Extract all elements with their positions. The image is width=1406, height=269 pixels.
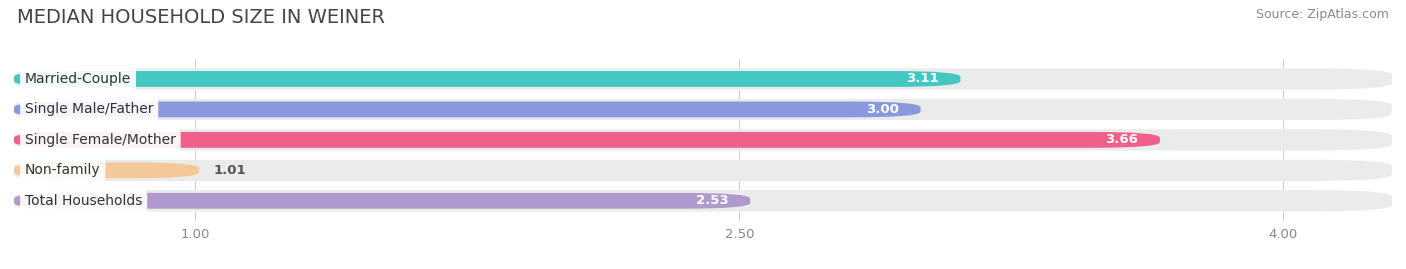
FancyBboxPatch shape — [14, 132, 1160, 148]
Text: Total Households: Total Households — [25, 194, 142, 208]
Text: Single Male/Father: Single Male/Father — [25, 102, 153, 116]
Text: Married-Couple: Married-Couple — [25, 72, 131, 86]
Text: 1.01: 1.01 — [214, 164, 246, 177]
FancyBboxPatch shape — [14, 71, 960, 87]
Text: 3.66: 3.66 — [1105, 133, 1137, 146]
Text: Single Female/Mother: Single Female/Mother — [25, 133, 176, 147]
FancyBboxPatch shape — [14, 68, 1392, 90]
Text: 2.53: 2.53 — [696, 194, 728, 207]
FancyBboxPatch shape — [14, 162, 200, 178]
Text: 3.11: 3.11 — [905, 72, 939, 86]
FancyBboxPatch shape — [14, 99, 1392, 120]
FancyBboxPatch shape — [14, 190, 1392, 211]
Text: 3.00: 3.00 — [866, 103, 898, 116]
FancyBboxPatch shape — [14, 193, 751, 209]
FancyBboxPatch shape — [14, 129, 1392, 151]
Text: Source: ZipAtlas.com: Source: ZipAtlas.com — [1256, 8, 1389, 21]
Text: MEDIAN HOUSEHOLD SIZE IN WEINER: MEDIAN HOUSEHOLD SIZE IN WEINER — [17, 8, 385, 27]
Text: Non-family: Non-family — [25, 163, 101, 177]
FancyBboxPatch shape — [14, 160, 1392, 181]
FancyBboxPatch shape — [14, 101, 921, 117]
